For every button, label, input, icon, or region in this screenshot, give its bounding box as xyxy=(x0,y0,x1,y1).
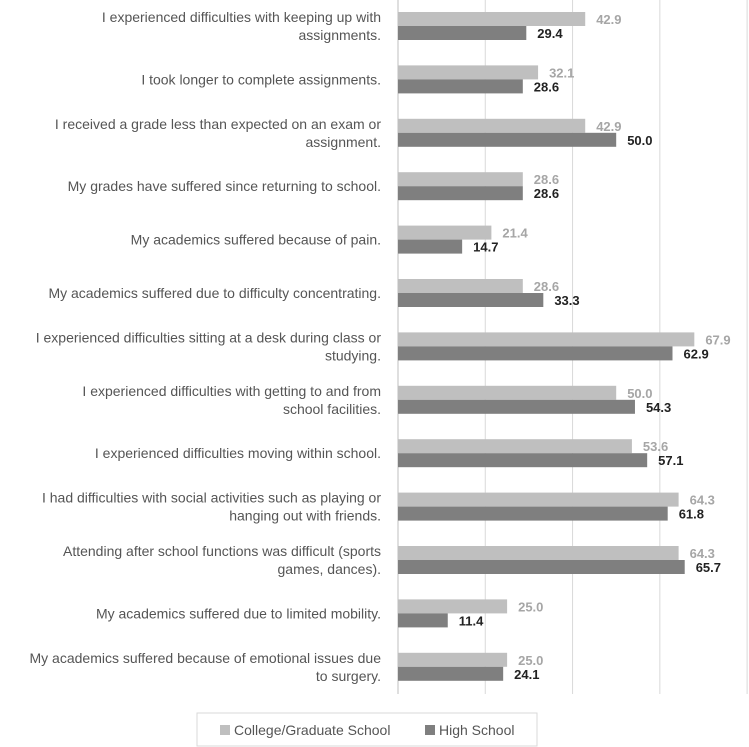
data-label: 65.7 xyxy=(696,560,721,575)
data-label: 21.4 xyxy=(502,226,528,241)
bar-high-school xyxy=(398,186,523,201)
bar-college xyxy=(398,225,492,240)
category-label: to surgery. xyxy=(316,668,381,684)
category-label: My academics suffered due to limited mob… xyxy=(96,605,381,621)
category-label: assignment. xyxy=(306,134,381,150)
bar-college xyxy=(398,599,508,614)
category-label: I experienced difficulties sitting at a … xyxy=(36,329,382,345)
bar-college xyxy=(398,546,679,560)
category-label: hanging out with friends. xyxy=(229,508,381,524)
bar-college xyxy=(398,439,632,454)
data-label: 61.8 xyxy=(679,507,704,522)
bar-high-school xyxy=(398,293,544,307)
category-label: My academics suffered due to difficulty … xyxy=(48,285,381,301)
data-label: 28.6 xyxy=(534,279,559,294)
legend-swatch-high-school xyxy=(425,725,435,735)
bars xyxy=(398,12,695,681)
data-label: 42.9 xyxy=(596,12,621,27)
bar-college xyxy=(398,279,523,293)
legend-label: College/Graduate School xyxy=(234,722,390,738)
data-label: 25.0 xyxy=(518,653,543,668)
bar-college xyxy=(398,332,695,347)
category-label: Attending after school functions was dif… xyxy=(63,543,381,559)
category-label: games, dances). xyxy=(278,561,382,577)
category-label: I experienced difficulties moving within… xyxy=(95,445,381,461)
bar-college xyxy=(398,12,586,26)
data-label: 62.9 xyxy=(683,346,708,361)
bar-high-school xyxy=(398,506,668,521)
bar-high-school xyxy=(398,666,504,681)
bar-high-school xyxy=(398,346,673,361)
bar-college xyxy=(398,172,523,187)
data-label: 32.1 xyxy=(549,65,574,80)
data-label: 28.6 xyxy=(534,172,559,187)
legend-swatch-college xyxy=(220,725,230,735)
bar-high-school xyxy=(398,560,685,574)
data-label: 33.3 xyxy=(554,293,579,308)
bar-high-school xyxy=(398,239,463,254)
bar-high-school xyxy=(398,26,527,40)
category-label: My academics suffered because of pain. xyxy=(131,232,381,248)
legend: College/Graduate School High School xyxy=(196,712,538,747)
category-label: I took longer to complete assignments. xyxy=(141,71,381,87)
data-label: 42.9 xyxy=(596,119,621,134)
bar-high-school xyxy=(398,132,617,147)
category-label: I received a grade less than expected on… xyxy=(55,116,381,132)
data-label: 24.1 xyxy=(514,667,539,682)
data-label: 57.1 xyxy=(658,453,683,468)
category-label: My grades have suffered since returning … xyxy=(68,178,381,194)
category-label: assignments. xyxy=(299,27,381,43)
data-label: 29.4 xyxy=(537,26,563,41)
data-label: 67.9 xyxy=(705,332,730,347)
bar-college xyxy=(398,65,539,80)
data-label: 28.6 xyxy=(534,186,559,201)
category-label: school facilities. xyxy=(283,401,381,417)
data-label: 64.3 xyxy=(690,546,715,561)
category-label: I had difficulties with social activitie… xyxy=(42,490,381,506)
bar-college xyxy=(398,385,617,400)
legend-label: High School xyxy=(439,722,515,738)
bar-high-school xyxy=(398,453,648,468)
data-label: 54.3 xyxy=(646,400,671,415)
data-label: 25.0 xyxy=(518,599,543,614)
legend-box xyxy=(196,712,538,747)
bar-high-school xyxy=(398,79,523,94)
bar-high-school xyxy=(398,399,635,414)
data-label: 50.0 xyxy=(627,133,652,148)
bar-college xyxy=(398,118,586,133)
category-label: My academics suffered because of emotion… xyxy=(30,650,382,666)
category-label: I experienced difficulties with getting … xyxy=(82,383,381,399)
data-label: 50.0 xyxy=(627,386,652,401)
data-label: 11.4 xyxy=(459,613,484,628)
bar-college xyxy=(398,492,679,507)
category-label: studying. xyxy=(325,347,381,363)
data-label: 28.6 xyxy=(534,79,559,94)
bar-college xyxy=(398,652,508,667)
labels: I experienced difficulties with keeping … xyxy=(30,9,731,684)
data-label: 64.3 xyxy=(690,493,715,508)
bar-high-school xyxy=(398,613,448,628)
data-label: 53.6 xyxy=(643,439,668,454)
category-label: I experienced difficulties with keeping … xyxy=(102,9,381,25)
data-label: 14.7 xyxy=(473,240,498,255)
